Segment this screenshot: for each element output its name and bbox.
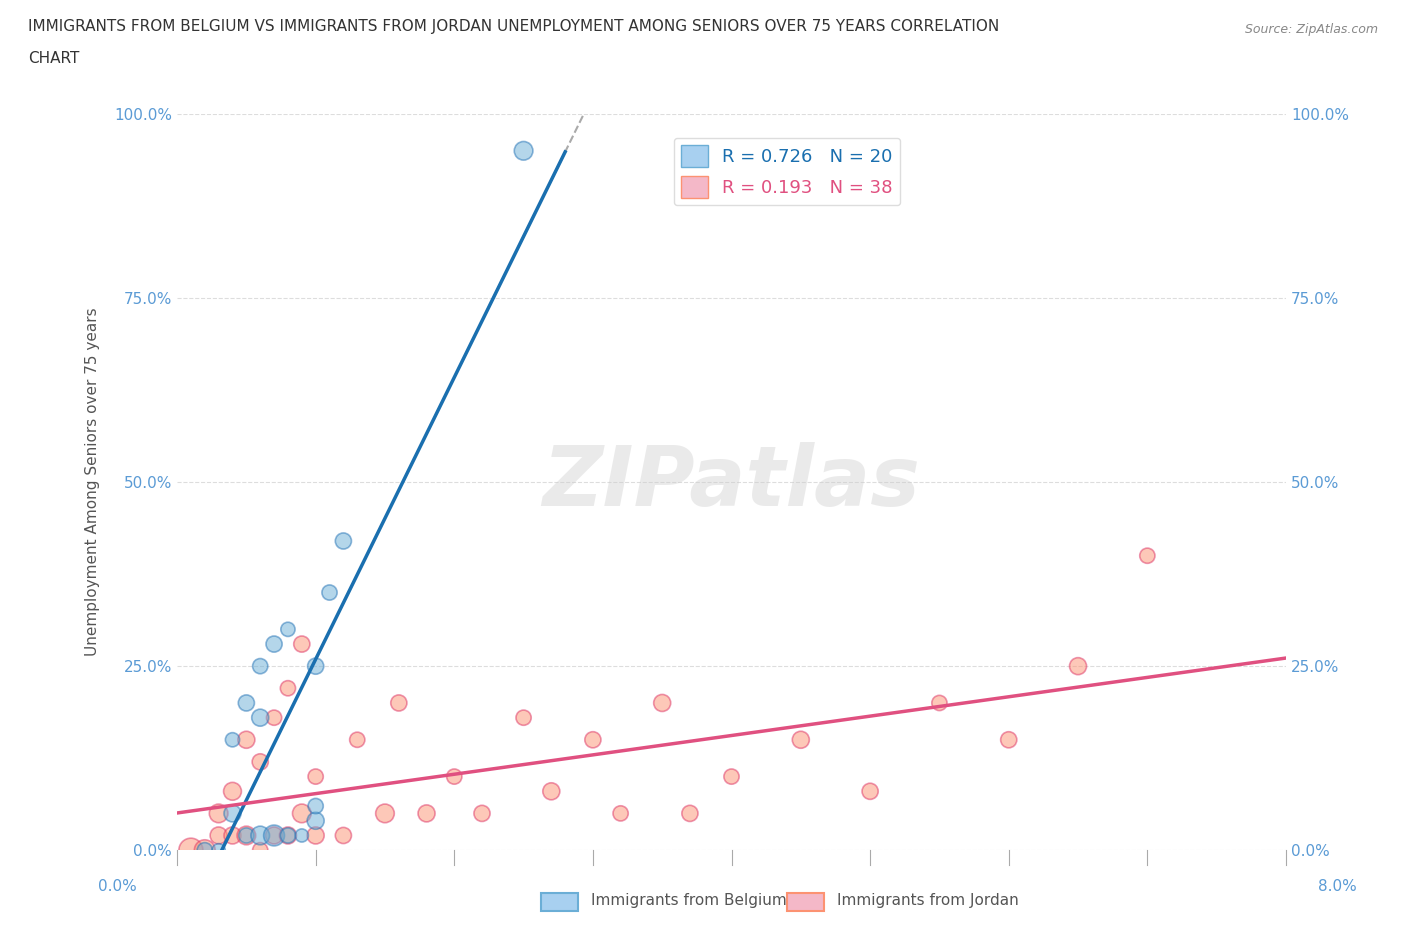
Legend: R = 0.726   N = 20, R = 0.193   N = 38: R = 0.726 N = 20, R = 0.193 N = 38: [673, 138, 900, 206]
Point: [471, 806, 494, 821]
Point: [609, 806, 631, 821]
Point: [208, 843, 231, 857]
Point: [221, 828, 243, 843]
Point: [235, 732, 257, 747]
Point: [263, 637, 285, 652]
Y-axis label: Unemployment Among Seniors over 75 years: Unemployment Among Seniors over 75 years: [86, 308, 100, 657]
Point: [249, 843, 271, 857]
Text: Immigrants from Jordan: Immigrants from Jordan: [837, 893, 1018, 908]
Text: ZIPatlas: ZIPatlas: [543, 442, 921, 523]
Point: [277, 828, 299, 843]
Point: [263, 828, 285, 843]
Point: [263, 828, 285, 843]
Text: Source: ZipAtlas.com: Source: ZipAtlas.com: [1244, 23, 1378, 36]
Point: [277, 622, 299, 637]
Point: [388, 696, 411, 711]
Point: [235, 828, 257, 843]
Point: [318, 585, 340, 600]
Point: [928, 696, 950, 711]
Point: [512, 143, 534, 158]
Point: [374, 806, 396, 821]
Point: [291, 806, 314, 821]
Point: [720, 769, 742, 784]
Point: [582, 732, 605, 747]
Point: [346, 732, 368, 747]
Point: [679, 806, 702, 821]
Point: [305, 799, 328, 814]
Point: [332, 534, 354, 549]
Text: Immigrants from Belgium: Immigrants from Belgium: [591, 893, 786, 908]
Point: [540, 784, 562, 799]
Point: [249, 754, 271, 769]
Point: [305, 828, 328, 843]
Point: [790, 732, 813, 747]
Point: [208, 806, 231, 821]
Text: 8.0%: 8.0%: [1317, 879, 1357, 894]
Point: [263, 711, 285, 725]
Point: [1067, 658, 1090, 673]
Point: [305, 769, 328, 784]
Point: [249, 828, 271, 843]
Point: [277, 681, 299, 696]
Text: 0.0%: 0.0%: [98, 879, 138, 894]
Point: [277, 828, 299, 843]
Point: [651, 696, 673, 711]
Point: [180, 843, 202, 857]
Point: [512, 711, 534, 725]
Point: [291, 828, 314, 843]
Point: [291, 637, 314, 652]
Point: [221, 732, 243, 747]
Text: IMMIGRANTS FROM BELGIUM VS IMMIGRANTS FROM JORDAN UNEMPLOYMENT AMONG SENIORS OVE: IMMIGRANTS FROM BELGIUM VS IMMIGRANTS FR…: [28, 19, 1000, 33]
Point: [305, 814, 328, 829]
Point: [235, 696, 257, 711]
Point: [221, 784, 243, 799]
Point: [443, 769, 465, 784]
Point: [859, 784, 882, 799]
Point: [194, 843, 217, 857]
Point: [997, 732, 1019, 747]
Point: [221, 806, 243, 821]
Point: [249, 658, 271, 673]
Point: [235, 828, 257, 843]
Point: [305, 658, 328, 673]
Point: [332, 828, 354, 843]
Text: CHART: CHART: [28, 51, 80, 66]
Point: [249, 711, 271, 725]
Point: [415, 806, 437, 821]
Point: [1136, 549, 1159, 564]
Point: [194, 843, 217, 857]
Point: [208, 828, 231, 843]
